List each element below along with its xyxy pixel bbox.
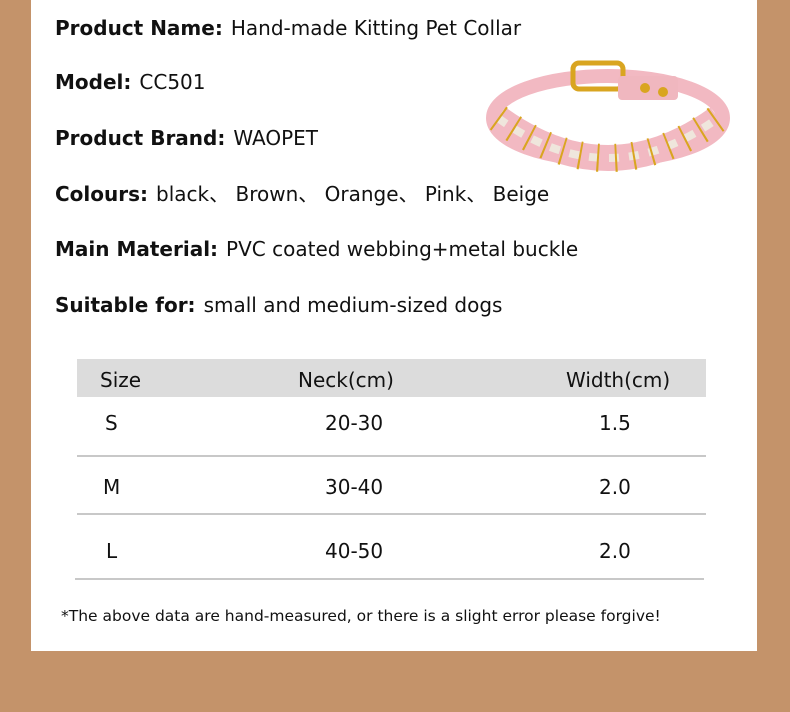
spec-label: Model: [55, 70, 132, 94]
row-divider [75, 578, 704, 580]
spec-colours: Colours: black、 Brown、 Orange、 Pink、 Beig… [55, 182, 549, 206]
spec-value: Hand-made Kitting Pet Collar [230, 16, 522, 40]
row-l-width: 2.0 [599, 539, 631, 563]
spec-value: black、 Brown、 Orange、 Pink、 Beige [156, 182, 550, 206]
spec-brand: Product Brand: WAOPET [55, 126, 318, 150]
spec-label: Colours: [55, 182, 149, 206]
header-size: Size [100, 368, 142, 392]
row-m-neck: 30-40 [325, 475, 384, 499]
row-l-size: L [106, 539, 118, 563]
header-neck: Neck(cm) [298, 368, 394, 392]
spec-material: Main Material: PVC coated webbing+metal b… [55, 237, 578, 261]
spec-value: small and medium-sized dogs [203, 293, 503, 317]
collar-product-image [486, 60, 730, 172]
spec-product-name: Product Name: Hand-made Kitting Pet Colla… [55, 16, 521, 40]
row-l-neck: 40-50 [325, 539, 384, 563]
spec-suitable: Suitable for: small and medium-sized dogs [55, 293, 502, 317]
measurement-note: *The above data are hand-measured, or th… [61, 607, 661, 625]
row-divider [77, 455, 706, 457]
row-s-size: S [105, 411, 118, 435]
spec-label: Main Material: [55, 237, 219, 261]
spec-label: Suitable for: [55, 293, 196, 317]
row-s-width: 1.5 [599, 411, 631, 435]
spec-model: Model: CC501 [55, 70, 206, 94]
spec-value: WAOPET [233, 126, 319, 150]
row-m-width: 2.0 [599, 475, 631, 499]
spec-value: CC501 [139, 70, 206, 94]
spec-label: Product Brand: [55, 126, 226, 150]
header-width: Width(cm) [566, 368, 671, 392]
row-m-size: M [103, 475, 121, 499]
product-info-panel: Product Name: Hand-made Kitting Pet Colla… [31, 0, 757, 651]
size-table-header [77, 359, 706, 397]
spec-label: Product Name: [55, 16, 223, 40]
row-s-neck: 20-30 [325, 411, 384, 435]
spec-value: PVC coated webbing+metal buckle [226, 237, 579, 261]
row-divider [77, 513, 706, 515]
